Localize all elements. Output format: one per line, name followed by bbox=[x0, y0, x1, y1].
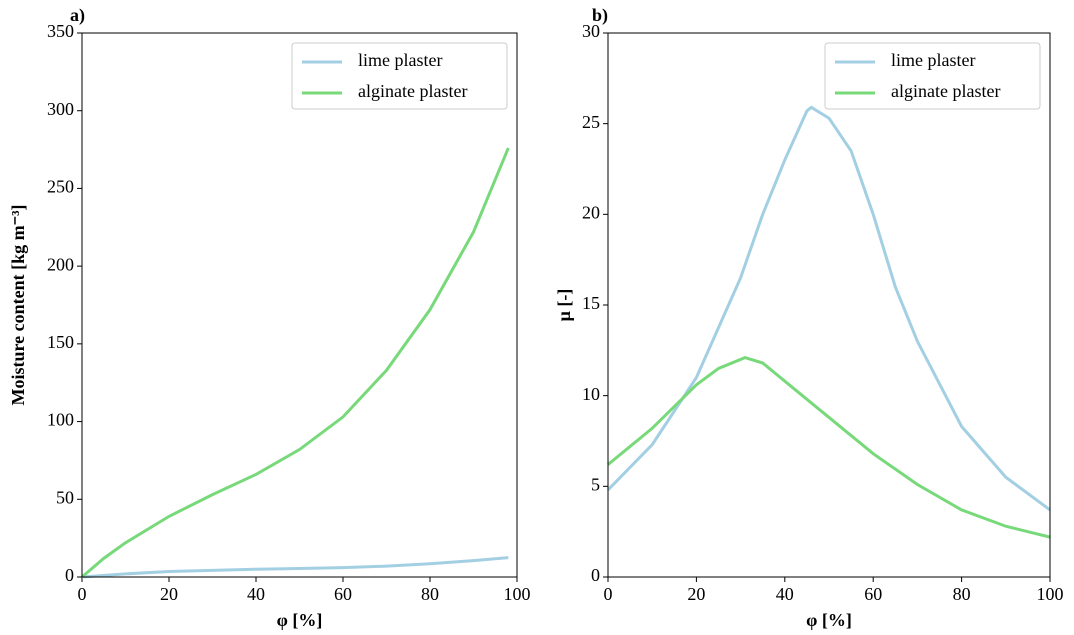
y-tick-label: 5 bbox=[591, 474, 600, 494]
data-line bbox=[81, 556, 509, 579]
y-tick-label: 25 bbox=[582, 112, 600, 132]
y-axis-label: μ [-] bbox=[554, 289, 574, 322]
panel-label: a) bbox=[70, 5, 85, 26]
data-line bbox=[81, 147, 510, 579]
y-tick-label: 0 bbox=[65, 565, 74, 585]
x-tick-label: 100 bbox=[504, 584, 531, 604]
x-tick-label: 40 bbox=[776, 584, 794, 604]
y-tick-label: 100 bbox=[47, 410, 74, 430]
y-axis-label: Moisture content [kg m⁻³] bbox=[8, 204, 28, 405]
y-tick-label: 30 bbox=[582, 21, 600, 41]
x-tick-label: 20 bbox=[687, 584, 705, 604]
x-tick-label: 60 bbox=[334, 584, 352, 604]
x-tick-label: 80 bbox=[953, 584, 971, 604]
y-tick-label: 200 bbox=[47, 254, 74, 274]
x-axis-label: φ [%] bbox=[277, 610, 323, 630]
y-tick-label: 15 bbox=[582, 293, 600, 313]
data-line bbox=[606, 105, 1051, 512]
panel-label: b) bbox=[592, 5, 608, 26]
y-tick-label: 350 bbox=[47, 21, 74, 41]
legend-label: alginate plaster bbox=[891, 81, 1000, 101]
x-tick-label: 60 bbox=[864, 584, 882, 604]
legend-box bbox=[824, 42, 1041, 110]
x-tick-label: 0 bbox=[78, 584, 87, 604]
legend-label: lime plaster bbox=[891, 50, 975, 70]
legend-label: lime plaster bbox=[358, 50, 442, 70]
plot-frame bbox=[81, 32, 518, 578]
x-axis-label: φ [%] bbox=[806, 610, 852, 630]
y-tick-label: 10 bbox=[582, 384, 600, 404]
data-line bbox=[607, 355, 1051, 539]
y-tick-label: 150 bbox=[47, 332, 74, 352]
y-tick-label: 50 bbox=[56, 487, 74, 507]
y-tick-label: 20 bbox=[582, 202, 600, 222]
y-tick-label: 300 bbox=[47, 99, 74, 119]
legend-label: alginate plaster bbox=[358, 81, 467, 101]
x-tick-label: 80 bbox=[421, 584, 439, 604]
y-tick-label: 0 bbox=[591, 565, 600, 585]
legend-box bbox=[291, 42, 508, 110]
plot-frame bbox=[607, 32, 1051, 578]
y-tick-label: 250 bbox=[47, 177, 74, 197]
x-tick-label: 0 bbox=[604, 584, 613, 604]
x-tick-label: 40 bbox=[247, 584, 265, 604]
x-tick-label: 20 bbox=[160, 584, 178, 604]
x-tick-label: 100 bbox=[1037, 584, 1064, 604]
